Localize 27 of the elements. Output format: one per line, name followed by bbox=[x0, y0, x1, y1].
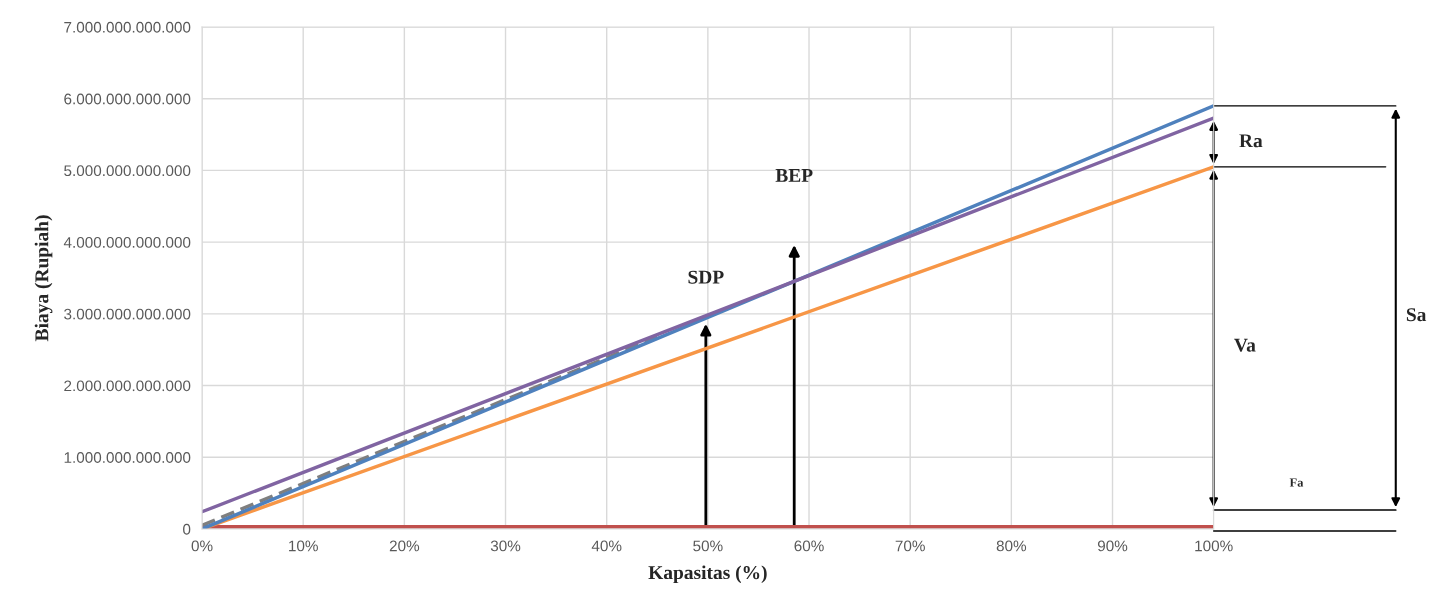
y-axis-title: Biaya (Rupiah) bbox=[34, 215, 53, 342]
y-tick-label: 1.000.000.000.000 bbox=[64, 452, 191, 463]
x-tick-label: 100% bbox=[1195, 540, 1233, 552]
y-tick-label: 2.000.000.000.000 bbox=[64, 380, 191, 392]
x-tick-label: 60% bbox=[794, 540, 824, 552]
y-tick-label: 3.000.000.000.000 bbox=[64, 308, 191, 320]
x-tick-label: 90% bbox=[1097, 540, 1128, 552]
x-tick-label: 80% bbox=[996, 540, 1027, 552]
x-tick-label: 0% bbox=[191, 540, 213, 552]
x-axis-title: Kapasitas (%) bbox=[648, 565, 767, 584]
y-tick-label: 6.000.000.000.000 bbox=[64, 93, 191, 105]
x-tick-label: 40% bbox=[591, 540, 622, 552]
x-tick-label: 20% bbox=[389, 540, 420, 552]
x-tick-label: 10% bbox=[289, 540, 318, 552]
annotation: BEP bbox=[775, 169, 813, 182]
y-tick-label: 4.000.000.000.000 bbox=[63, 236, 191, 248]
y-tick-label: 5.000.000.000.000 bbox=[64, 165, 191, 177]
x-tick-label: 50% bbox=[693, 540, 723, 552]
x-tick-label: 30% bbox=[490, 540, 521, 552]
text: Sa bbox=[1406, 308, 1427, 322]
x-tick-label: 70% bbox=[895, 540, 925, 552]
y-tick-label: 7.000.000.000.000 bbox=[64, 21, 191, 33]
y-tick-label: 0 bbox=[183, 523, 191, 535]
text: Ra bbox=[1239, 134, 1263, 148]
text: Va bbox=[1234, 338, 1256, 352]
annotation: SDP bbox=[688, 270, 724, 284]
text: Fa bbox=[1289, 478, 1304, 487]
